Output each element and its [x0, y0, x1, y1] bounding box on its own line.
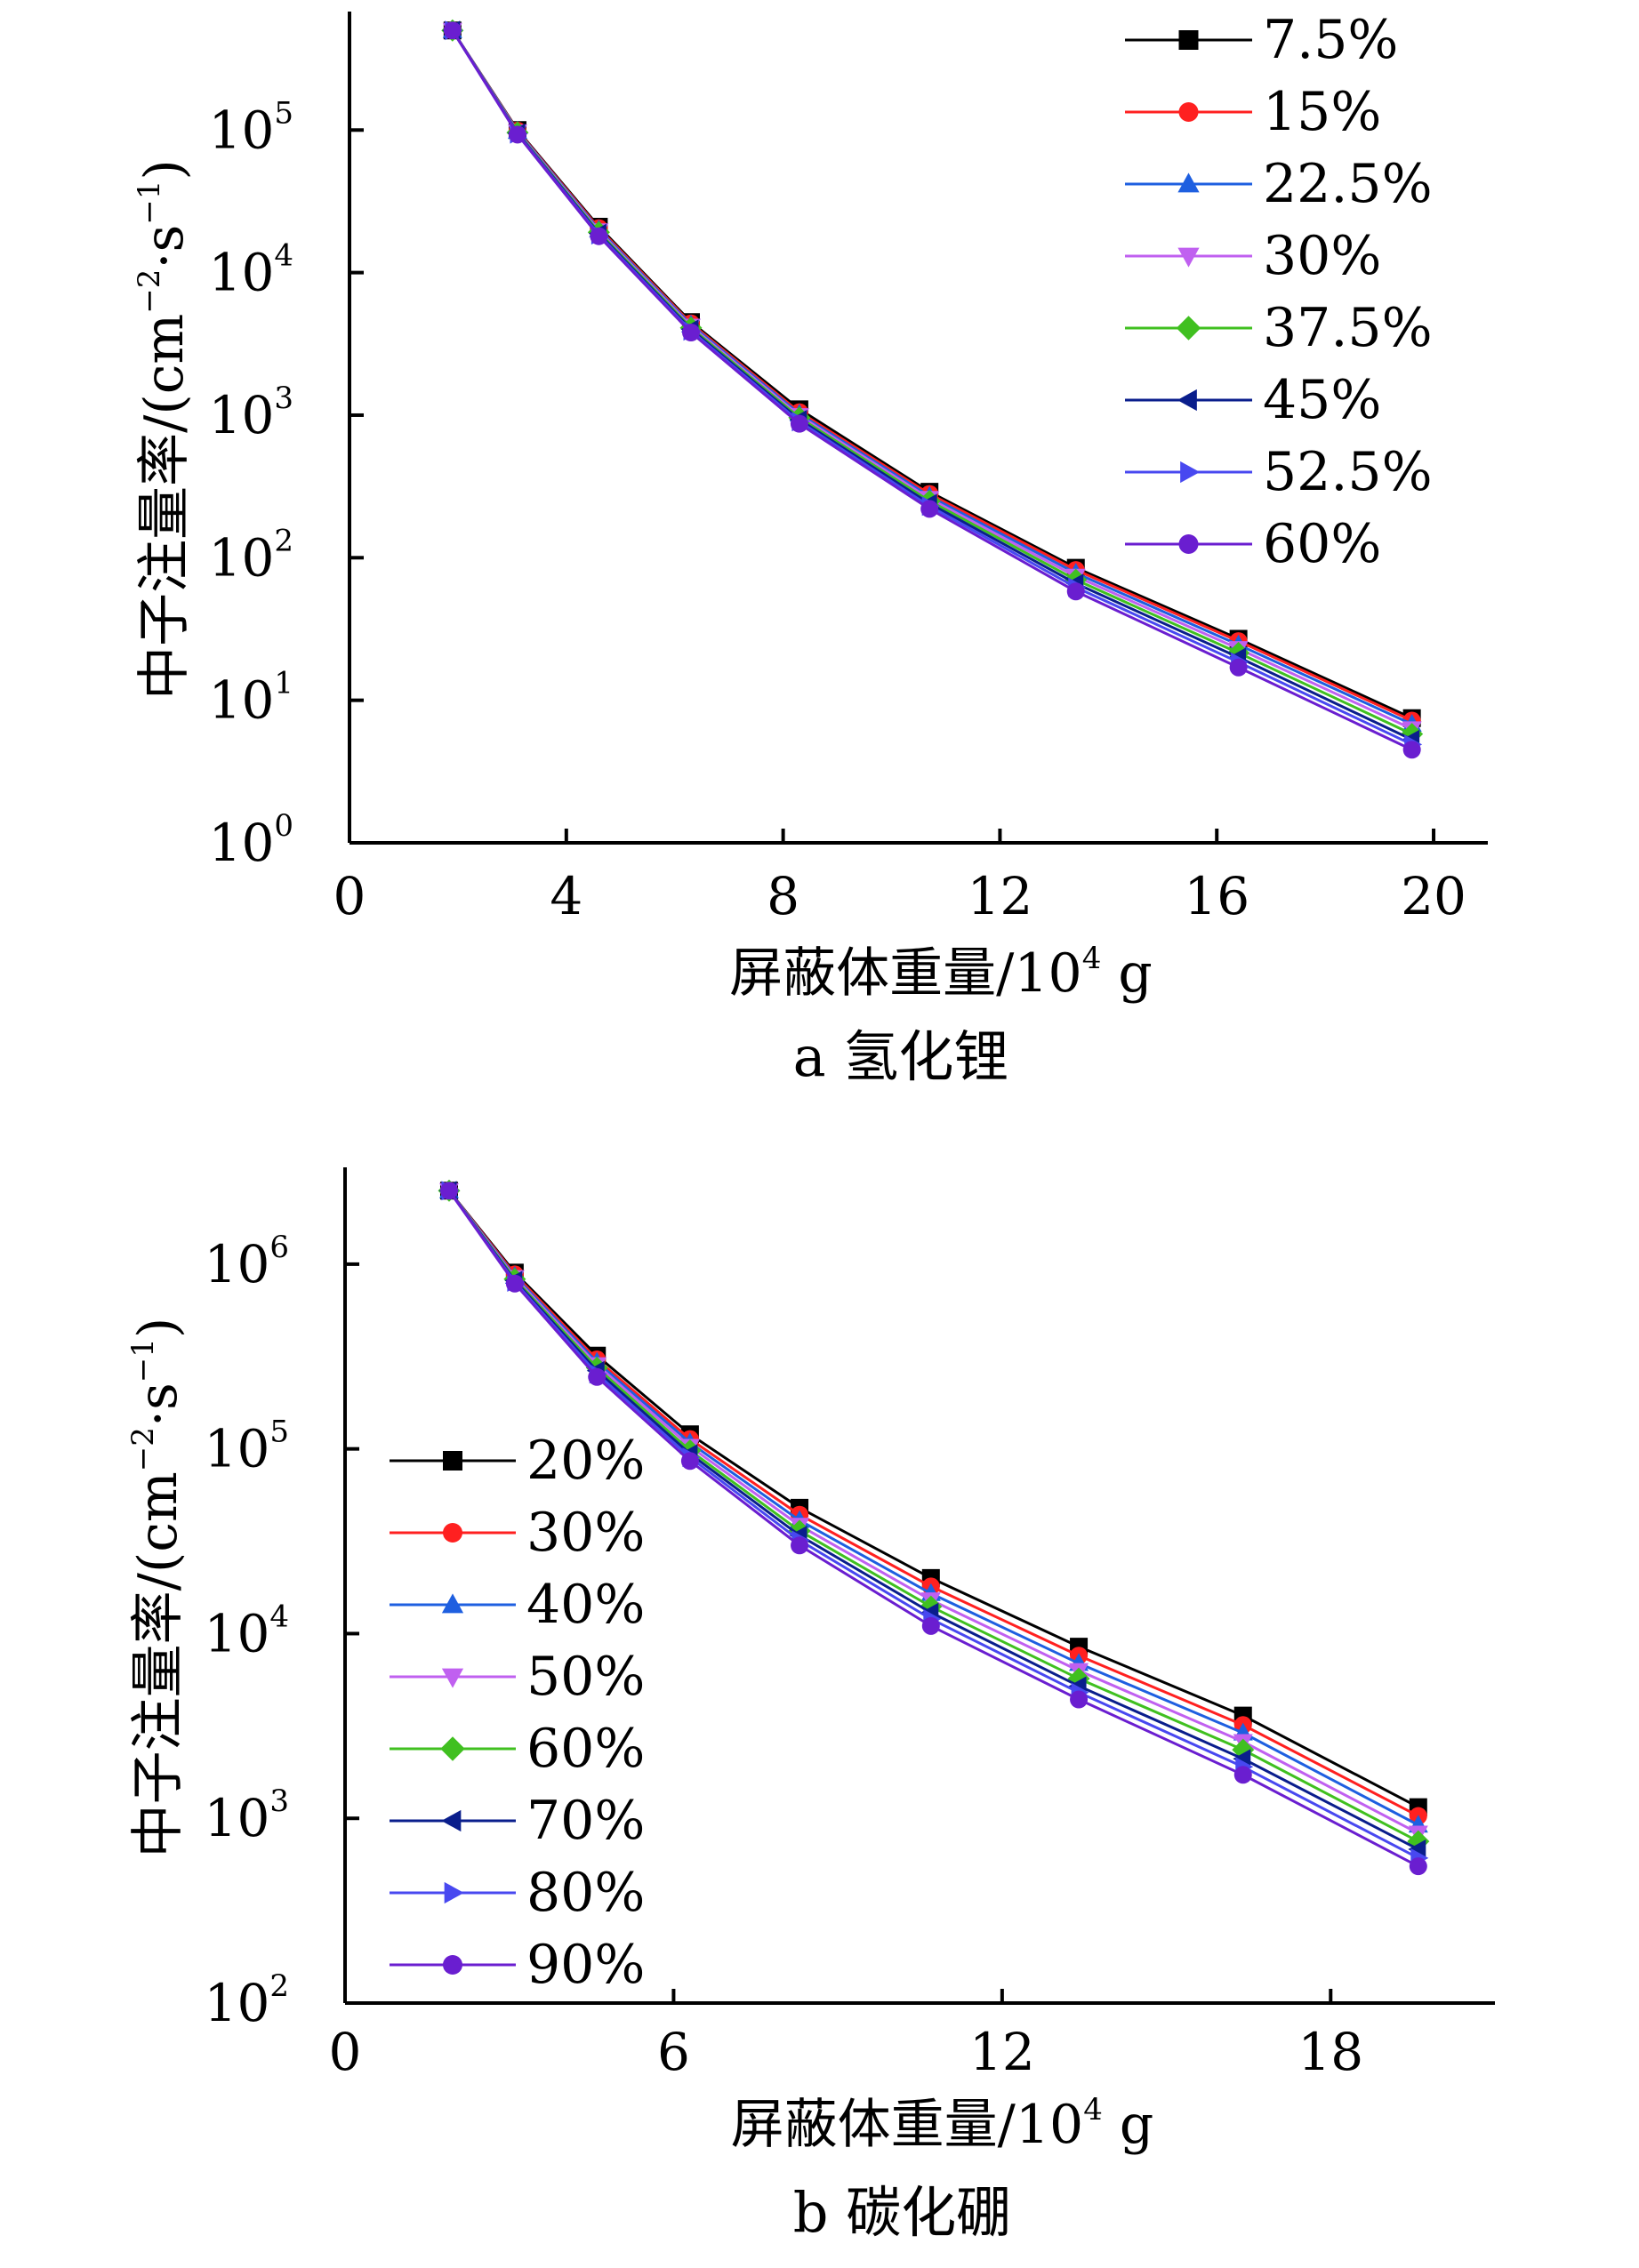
data-point [1070, 1690, 1089, 1709]
legend-label: 60% [1263, 513, 1381, 575]
y-axis-label: 中子注量率/(cm−2·s−1) [125, 1318, 189, 1858]
legend-marker [1176, 316, 1201, 341]
y-tick-label: 105 [205, 1414, 289, 1479]
legend-label: 80% [526, 1862, 645, 1924]
data-point [682, 324, 700, 342]
legend-item: 15% [1125, 81, 1381, 143]
x-tick-label: 12 [968, 866, 1033, 926]
legend-marker [443, 1955, 462, 1975]
x-axis-label: 屏蔽体重量/104 g [731, 2092, 1154, 2156]
legend-item: 52.5% [1125, 441, 1433, 503]
x-tick-label: 18 [1298, 2022, 1363, 2082]
y-tick-label: 102 [209, 523, 293, 588]
legend-label: 22.5% [1263, 153, 1433, 215]
legend-marker [443, 1523, 462, 1543]
legend-item: 70% [390, 1790, 645, 1852]
data-point [590, 227, 608, 245]
legend-item: 40% [390, 1574, 645, 1636]
legend-item: 80% [390, 1862, 645, 1924]
x-axis-label: 屏蔽体重量/104 g [729, 941, 1153, 1005]
legend-item: 60% [390, 1718, 645, 1780]
legend-label: 90% [526, 1934, 645, 1996]
legend-label: 7.5% [1263, 9, 1398, 71]
legend-marker [1177, 172, 1200, 193]
y-tick-label: 104 [205, 1599, 289, 1663]
legend-marker [1178, 30, 1199, 50]
legend-marker [1177, 389, 1197, 412]
y-tick-label: 103 [209, 381, 293, 445]
y-tick-label: 102 [205, 1968, 289, 2033]
legend-marker [1180, 461, 1201, 484]
data-point [588, 1367, 607, 1386]
chart-panel-a: 0 4 8 12 16 20 100 101 102 103 104 105中子注量率/(cm−2·s… [132, 9, 1488, 1089]
legend-item: 90% [390, 1934, 645, 1996]
legend-marker [444, 1881, 464, 1904]
y-tick-label: 106 [205, 1230, 289, 1294]
x-tick-label: 12 [969, 2022, 1035, 2082]
legend-label: 52.5% [1263, 441, 1433, 503]
data-point [1409, 1857, 1427, 1876]
legend-label: 30% [526, 1502, 645, 1564]
data-point [505, 1274, 524, 1293]
x-tick-label: 8 [767, 866, 799, 926]
legend-marker [443, 1451, 462, 1471]
figure-caption: a 氢化锂 [793, 1024, 1009, 1089]
legend-item: 30% [390, 1502, 645, 1564]
legend-label: 70% [526, 1790, 645, 1852]
legend-item: 30% [1125, 225, 1381, 287]
legend-marker [441, 1668, 464, 1688]
legend-item: 50% [390, 1646, 645, 1708]
legend-label: 15% [1263, 81, 1381, 143]
legend-label: 60% [526, 1718, 645, 1780]
legend-marker [441, 1593, 464, 1614]
legend-label: 50% [526, 1646, 645, 1708]
legend-label: 45% [1263, 369, 1381, 431]
legend-marker [1177, 247, 1200, 268]
data-point [921, 1616, 940, 1635]
y-tick-label: 100 [209, 808, 293, 873]
data-point [1233, 1766, 1252, 1784]
legend-marker [1178, 102, 1199, 122]
y-tick-label: 101 [209, 666, 293, 731]
x-tick-label: 0 [333, 866, 366, 926]
x-tick-label: 6 [657, 2022, 690, 2082]
series-line [447, 1190, 1419, 1808]
data-point [1402, 741, 1421, 759]
data-point [1229, 658, 1248, 677]
y-tick-label: 104 [209, 238, 293, 303]
series-90% [439, 1182, 1427, 1876]
data-point [680, 1452, 699, 1471]
legend-item: 7.5% [1125, 9, 1398, 71]
legend-item: 22.5% [1125, 153, 1433, 215]
legend-marker [441, 1809, 462, 1832]
series-60% [443, 21, 1421, 759]
data-point [920, 500, 939, 518]
data-point [508, 125, 526, 144]
data-point [790, 414, 808, 433]
x-tick-label: 20 [1401, 866, 1466, 926]
data-point [791, 1536, 809, 1555]
legend-item: 45% [1125, 369, 1381, 431]
legend-item: 20% [390, 1430, 645, 1492]
y-tick-label: 105 [209, 95, 293, 160]
data-point [443, 21, 462, 40]
y-axis-label: 中子注量率/(cm−2·s−1) [132, 159, 196, 700]
x-tick-label: 0 [329, 2022, 362, 2082]
legend-marker [1178, 534, 1199, 554]
legend-item: 37.5% [1125, 297, 1433, 359]
figure-caption: b 碳化硼 [793, 2180, 1011, 2245]
data-point [439, 1182, 458, 1200]
legend-label: 30% [1263, 225, 1381, 287]
legend-marker [440, 1736, 465, 1761]
legend-label: 37.5% [1263, 297, 1433, 359]
legend-label: 40% [526, 1574, 645, 1636]
x-tick-label: 16 [1184, 866, 1249, 926]
y-tick-label: 103 [205, 1783, 289, 1848]
x-tick-label: 4 [550, 866, 582, 926]
legend-label: 20% [526, 1430, 645, 1492]
legend-item: 60% [1125, 513, 1381, 575]
data-point [1066, 582, 1085, 601]
